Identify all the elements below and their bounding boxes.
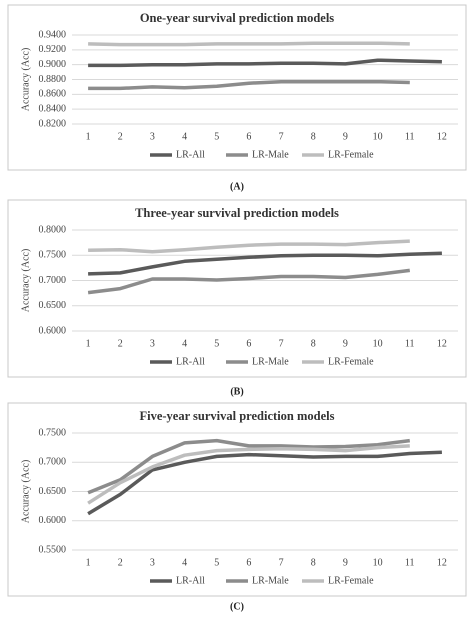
y-tick-label: 0.8200 xyxy=(39,118,67,129)
x-tick-label: 2 xyxy=(118,338,123,349)
y-tick-label: 0.7500 xyxy=(39,427,67,438)
y-tick-label: 0.6000 xyxy=(39,515,67,526)
legend-label: LR-All xyxy=(176,575,205,586)
legend-label: LR-Female xyxy=(328,575,374,586)
x-tick-label: 7 xyxy=(279,557,284,568)
chart-title: Three-year survival prediction models xyxy=(135,206,339,220)
series-line xyxy=(88,41,410,47)
y-tick-label: 0.5500 xyxy=(39,544,67,555)
legend-label: LR-Female xyxy=(328,356,374,367)
x-tick-label: 12 xyxy=(437,338,447,349)
x-tick-label: 2 xyxy=(118,131,123,142)
x-tick-label: 7 xyxy=(279,338,284,349)
chart-title: One-year survival prediction models xyxy=(140,11,334,25)
series-line xyxy=(88,79,410,91)
x-tick-label: 1 xyxy=(86,131,91,142)
x-tick-label: 11 xyxy=(405,557,415,568)
panel-label: (B) xyxy=(230,386,243,397)
y-tick-label: 0.6000 xyxy=(39,325,67,336)
y-tick-label: 0.7500 xyxy=(39,250,67,261)
series-line xyxy=(88,58,442,68)
panel-frame xyxy=(7,199,467,378)
x-tick-label: 6 xyxy=(246,131,251,142)
y-tick-label: 0.9000 xyxy=(39,59,67,70)
legend-label: LR-Male xyxy=(252,356,289,367)
x-tick-label: 9 xyxy=(343,131,348,142)
y-tick-label: 0.8400 xyxy=(39,103,67,114)
x-tick-label: 4 xyxy=(182,131,187,142)
x-tick-label: 12 xyxy=(437,131,447,142)
chart-title: Five-year survival prediction models xyxy=(139,409,334,423)
panel-label: (A) xyxy=(230,181,244,192)
legend-label: LR-Male xyxy=(252,575,289,586)
x-tick-label: 4 xyxy=(182,557,187,568)
y-tick-label: 0.8600 xyxy=(39,89,67,100)
x-tick-label: 6 xyxy=(246,557,251,568)
legend-label: LR-Female xyxy=(328,149,374,160)
x-tick-label: 8 xyxy=(311,338,316,349)
series-line xyxy=(87,444,410,505)
x-tick-label: 5 xyxy=(214,338,219,349)
y-axis-label: Accuracy (Acc) xyxy=(20,460,31,524)
x-tick-label: 10 xyxy=(373,557,383,568)
x-tick-label: 1 xyxy=(86,557,91,568)
x-tick-label: 3 xyxy=(150,557,155,568)
x-tick-label: 11 xyxy=(405,338,415,349)
y-tick-label: 0.7000 xyxy=(39,275,67,286)
x-tick-label: 10 xyxy=(373,338,383,349)
y-tick-label: 0.8000 xyxy=(39,224,67,235)
series-line xyxy=(87,268,411,295)
x-tick-label: 8 xyxy=(311,131,316,142)
x-tick-label: 2 xyxy=(118,557,123,568)
series-line xyxy=(87,438,411,495)
series-line xyxy=(88,239,410,254)
x-tick-label: 3 xyxy=(150,338,155,349)
y-tick-label: 0.6500 xyxy=(39,486,67,497)
x-tick-label: 9 xyxy=(343,338,348,349)
x-tick-label: 4 xyxy=(182,338,187,349)
x-tick-label: 10 xyxy=(373,131,383,142)
panel-frame xyxy=(7,4,467,171)
series-line xyxy=(88,251,442,276)
x-tick-label: 3 xyxy=(150,131,155,142)
y-tick-label: 0.9200 xyxy=(39,44,67,55)
x-tick-label: 5 xyxy=(214,131,219,142)
x-tick-label: 7 xyxy=(279,131,284,142)
legend-label: LR-All xyxy=(176,149,205,160)
legend-label: LR-All xyxy=(176,356,205,367)
y-tick-label: 0.7000 xyxy=(39,457,67,468)
panel-frame xyxy=(7,402,467,597)
y-tick-label: 0.9400 xyxy=(39,29,67,40)
x-tick-label: 11 xyxy=(405,131,415,142)
y-tick-label: 0.6500 xyxy=(39,300,67,311)
series-line xyxy=(87,450,442,516)
y-tick-label: 0.8800 xyxy=(39,74,67,85)
x-tick-label: 1 xyxy=(86,338,91,349)
y-axis-label: Accuracy (Acc) xyxy=(20,48,31,112)
y-axis-label: Accuracy (Acc) xyxy=(20,249,31,313)
x-tick-label: 12 xyxy=(437,557,447,568)
legend-label: LR-Male xyxy=(252,149,289,160)
x-tick-label: 9 xyxy=(343,557,348,568)
x-tick-label: 6 xyxy=(246,338,251,349)
panel-label: (C) xyxy=(230,601,244,612)
x-tick-label: 8 xyxy=(311,557,316,568)
x-tick-label: 5 xyxy=(214,557,219,568)
